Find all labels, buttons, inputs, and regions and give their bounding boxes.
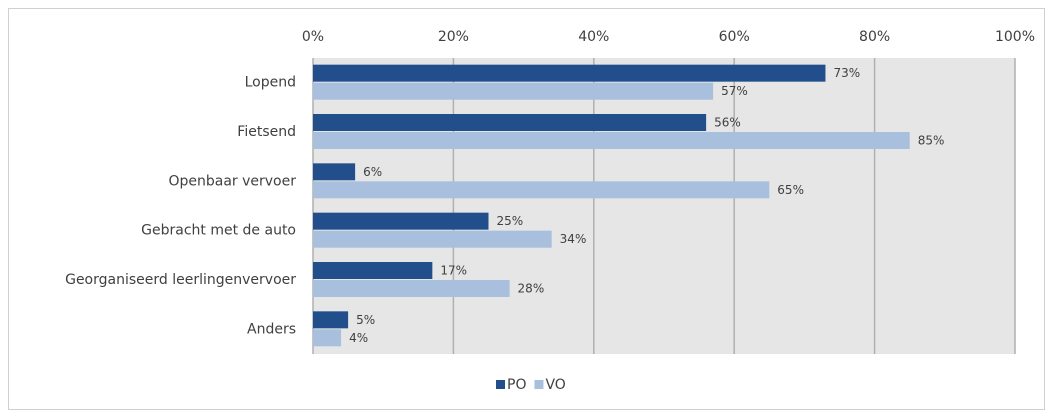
bar [313,82,714,100]
data-label: 6% [363,165,382,179]
bar [313,212,489,230]
bar [313,311,349,329]
y-tick-label: Georganiseerd leerlingenvervoer [65,272,296,288]
legend-swatch [534,380,544,389]
bar [313,262,433,279]
legend-label: PO [507,377,526,393]
y-tick-label: Gebracht met de auto [141,223,296,239]
bar [313,163,356,181]
data-label: 28% [518,282,545,296]
x-tick-label: 40% [578,29,609,45]
data-label: 34% [560,232,587,246]
data-label: 85% [918,134,945,148]
bar [313,64,826,82]
data-label: 56% [714,116,741,130]
y-tick-label: Fietsend [237,124,296,140]
data-label: 73% [833,66,860,80]
x-tick-label: 20% [438,29,469,45]
x-tick-label: 0% [302,29,324,45]
data-label: 65% [777,183,804,197]
y-tick-label: Openbaar vervoer [168,173,296,189]
y-tick-label: Anders [247,321,296,337]
legend-swatch [496,380,505,389]
bar [313,230,552,248]
data-label: 57% [721,84,748,98]
bar [313,181,770,199]
legend-label: VO [545,377,565,393]
bar [313,114,707,131]
data-label: 5% [356,313,375,327]
bar [313,280,510,297]
data-label: 25% [497,214,524,228]
y-tick-label: Lopend [245,75,296,91]
x-tick-label: 100% [995,29,1035,45]
bar [313,132,910,149]
plot-area [313,58,1015,354]
data-label: 17% [440,264,467,278]
data-label: 4% [349,331,368,345]
bar [313,329,342,347]
x-tick-label: 60% [719,29,750,45]
x-tick-label: 80% [859,29,890,45]
